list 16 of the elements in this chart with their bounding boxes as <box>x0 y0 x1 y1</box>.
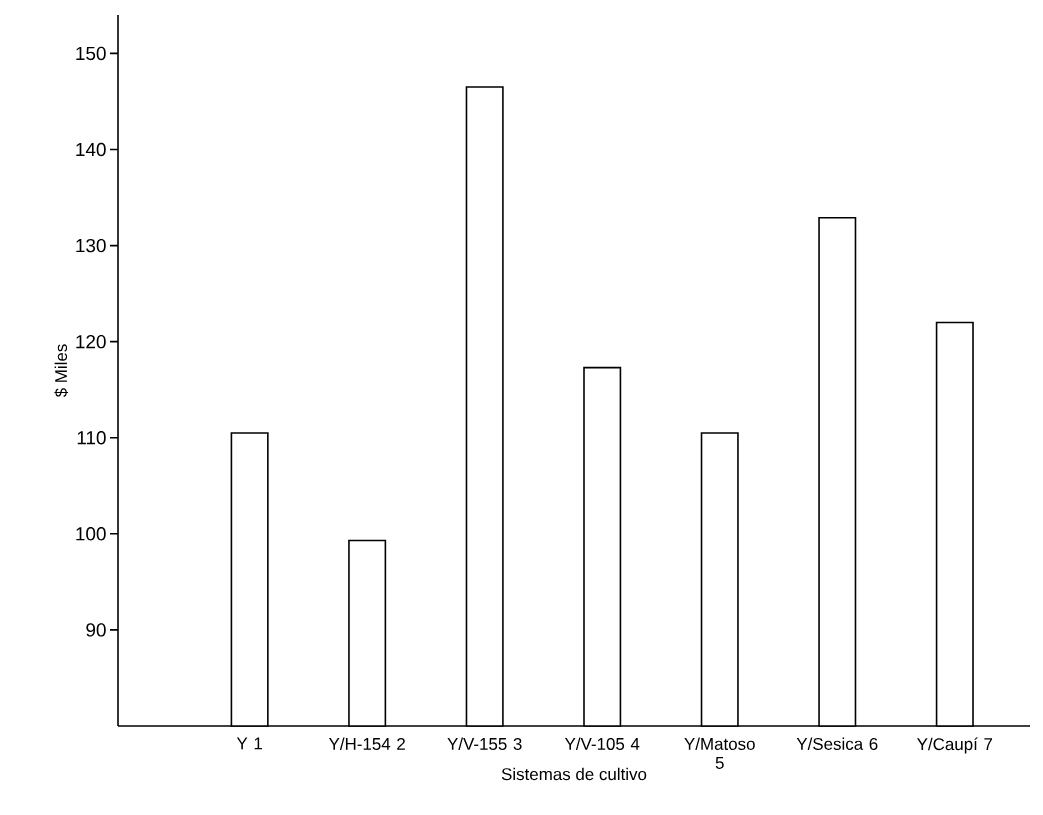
x-tick-label: Y/Matoso 5 <box>684 737 755 769</box>
y-tick-label: 140 <box>76 142 106 157</box>
y-tick-label: 120 <box>76 334 106 349</box>
x-tick-label: Y/Caupí 7 <box>917 737 993 754</box>
y-tick-label: 100 <box>76 527 106 541</box>
y-tick-label: 90 <box>86 623 106 637</box>
y-axis-title: $ Miles <box>54 344 69 398</box>
x-tick-label: Y 1 <box>236 737 262 750</box>
y-tick-label: 150 <box>76 46 106 61</box>
x-tick-label: Y/V-105 4 <box>564 737 640 750</box>
x-tick-label: Y/Sesica 6 <box>796 737 878 750</box>
x-axis-title: Sistemas de cultivo <box>501 767 647 781</box>
x-tick-label: Y/H-154 2 <box>328 737 405 750</box>
x-tick-label: Y/V-155 3 <box>447 737 522 750</box>
y-tick-label: 130 <box>76 238 106 253</box>
y-tick-label: 110 <box>77 431 106 445</box>
